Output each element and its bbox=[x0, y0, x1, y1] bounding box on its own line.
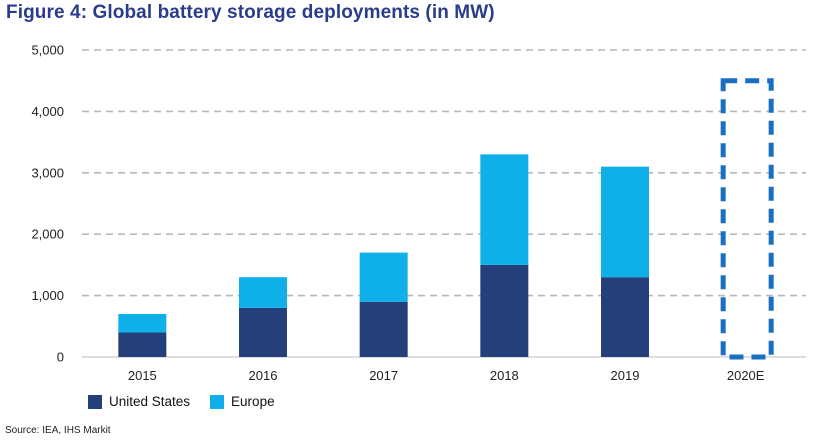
bar-europe bbox=[601, 166, 649, 278]
chart-title: Figure 4: Global battery storage deploym… bbox=[6, 2, 495, 23]
chart-legend: United States Europe bbox=[88, 394, 275, 409]
y-tick-label: 0 bbox=[57, 350, 64, 365]
y-tick-label: 2,000 bbox=[31, 227, 64, 242]
legend-swatch-europe bbox=[210, 394, 225, 409]
x-tick-label: 2019 bbox=[611, 368, 640, 383]
legend-item-us: United States bbox=[88, 394, 190, 409]
bar-us bbox=[118, 332, 167, 357]
bar-estimate-outline bbox=[720, 78, 774, 360]
x-tick-label: 2020E bbox=[727, 368, 765, 383]
legend-label-europe: Europe bbox=[231, 394, 275, 409]
x-tick-label: 2016 bbox=[249, 368, 278, 383]
bar-us bbox=[359, 301, 408, 357]
x-tick-label: 2015 bbox=[128, 368, 157, 383]
y-tick-label: 5,000 bbox=[31, 43, 64, 58]
x-tick-label: 2017 bbox=[369, 368, 398, 383]
legend-item-europe: Europe bbox=[210, 394, 275, 409]
bar-europe bbox=[359, 252, 408, 302]
legend-label-us: United States bbox=[109, 394, 191, 409]
x-tick-label: 2018 bbox=[490, 368, 519, 383]
y-tick-label: 3,000 bbox=[31, 165, 64, 180]
bar-us bbox=[480, 264, 529, 357]
y-tick-label: 4,000 bbox=[31, 104, 64, 119]
bar-europe bbox=[118, 314, 167, 333]
source-note: Source: IEA, IHS Markit bbox=[5, 425, 111, 436]
bar-us bbox=[239, 307, 287, 357]
y-tick-label: 1,000 bbox=[31, 288, 64, 303]
bar-europe bbox=[239, 277, 287, 308]
bar-us bbox=[601, 277, 649, 357]
legend-swatch-us bbox=[88, 394, 102, 409]
bar-europe bbox=[480, 154, 529, 265]
